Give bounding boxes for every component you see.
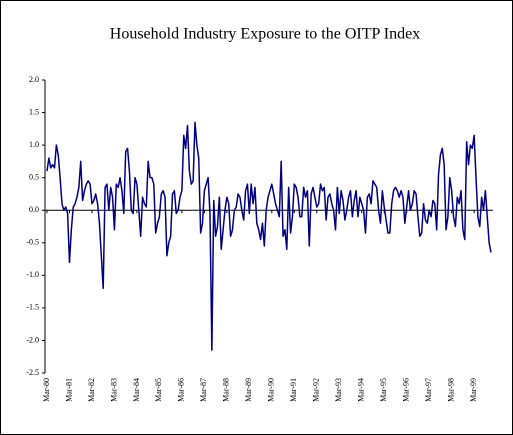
chart-title: Household Industry Exposure to the OITP … <box>110 26 420 43</box>
y-tick-label: -1.5 <box>26 303 39 312</box>
y-tick-label: 2.0 <box>29 75 39 84</box>
y-tick-label: -2.5 <box>26 368 39 377</box>
y-tick-label: -2.0 <box>26 335 39 344</box>
y-tick-label: 0.5 <box>29 172 39 181</box>
y-tick-label: 1.5 <box>29 107 39 116</box>
x-tick-label: Mar-89 <box>244 378 253 402</box>
x-tick-label: Mar-97 <box>424 378 433 402</box>
y-tick-label: -1.0 <box>26 270 39 279</box>
x-tick-label: Mar-88 <box>222 378 231 402</box>
x-tick-label: Mar-98 <box>446 378 455 402</box>
y-tick-label: 1.0 <box>29 140 39 149</box>
x-tick-label: Mar-87 <box>199 378 208 402</box>
y-tick-label: 0.0 <box>29 205 39 214</box>
data-line <box>46 121 492 351</box>
x-tick-label: Mar-91 <box>289 378 298 402</box>
y-tick-label: -0.5 <box>26 238 39 247</box>
x-tick-label: Mar-92 <box>312 378 321 402</box>
x-tick-label: Mar-94 <box>357 378 366 402</box>
x-tick-label: Mar-85 <box>154 378 163 402</box>
x-tick-label: Mar-84 <box>132 378 141 402</box>
x-tick-label: Mar-93 <box>334 378 343 402</box>
x-tick-label: Mar-95 <box>379 378 388 402</box>
x-tick-label: Mar-81 <box>64 378 73 402</box>
x-tick-label: Mar-82 <box>87 378 96 402</box>
x-tick-label: Mar-90 <box>267 378 276 402</box>
x-tick-label: Mar-80 <box>42 378 51 402</box>
x-tick-label: Mar-83 <box>109 378 118 402</box>
x-tick-label: Mar-99 <box>469 378 478 402</box>
x-tick-label: Mar-96 <box>402 378 411 402</box>
x-tick-label: Mar-86 <box>177 378 186 402</box>
